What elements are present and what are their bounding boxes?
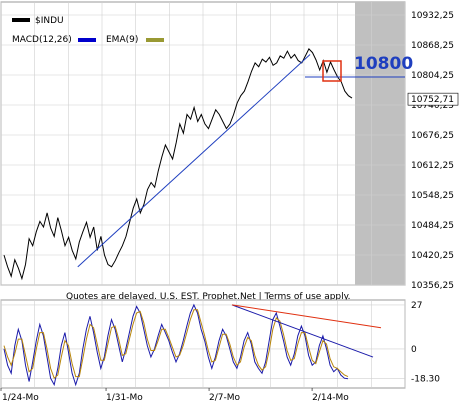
macd-axis: 27 0 -18.30 xyxy=(411,301,440,385)
price-grid xyxy=(0,2,406,286)
price-tick-label: 10484,25 xyxy=(411,221,454,231)
price-tick-label: 10356,25 xyxy=(411,281,454,291)
price-marks: 10800 10752,71 xyxy=(3,48,459,281)
x-tick-label: 2/7-Mo xyxy=(209,393,240,403)
price-tick-label: 10548,25 xyxy=(411,191,454,201)
ema-line xyxy=(3,309,349,380)
level-10800-label: 10800 xyxy=(354,54,413,74)
macd-tick-label: 0 xyxy=(411,345,417,355)
price-tick-label: 10740,25 xyxy=(411,101,454,111)
macd-panel: 27 0 -18.30 xyxy=(0,299,440,389)
legend-swatch-ema xyxy=(146,38,164,42)
legend-label-ema: EMA(9) xyxy=(106,35,138,45)
price-panel: 10932,25 10868,25 10804,25 10740,25 10676,25… xyxy=(0,1,459,291)
x-tick-label: 1/31-Mo xyxy=(106,393,143,403)
price-tick-label: 10420,25 xyxy=(411,251,454,261)
macd-tick-label: 27 xyxy=(411,301,422,311)
legend-label-indu: $INDU xyxy=(35,16,64,26)
future-shade-area xyxy=(355,2,405,285)
macd-line xyxy=(3,303,349,387)
price-tick-label: 10932,25 xyxy=(411,11,454,21)
x-tick-label: 1/24-Mo xyxy=(2,393,39,403)
macd-trendline-blue xyxy=(231,304,374,358)
legend-label-macd: MACD(12,26) xyxy=(12,35,72,45)
quote-notice: Quotes are delayed. U.S. EST. Prophet.Ne… xyxy=(66,292,351,302)
breakdown-highlight-box xyxy=(322,60,342,82)
legend-swatch-macd xyxy=(78,38,96,42)
price-axis: 10932,25 10868,25 10804,25 10740,25 10676,25… xyxy=(411,11,454,291)
x-axis: 1/24-Mo 1/31-Mo 2/7-Mo 2/14-Mo xyxy=(0,388,349,403)
last-value-box xyxy=(407,92,459,106)
price-tick-label: 10804,25 xyxy=(411,71,454,81)
macd-tick-label: -18.30 xyxy=(411,375,440,385)
x-tick-label: 2/14-Mo xyxy=(312,393,349,403)
price-tick-label: 10612,25 xyxy=(411,161,454,171)
price-trendline xyxy=(77,54,311,268)
legend: $INDU MACD(12,26) EMA(9) xyxy=(12,16,164,45)
price-tick-label: 10868,25 xyxy=(411,41,454,51)
price-line xyxy=(3,48,353,281)
last-value-label: 10752,71 xyxy=(411,95,454,105)
macd-grid xyxy=(0,300,406,388)
legend-swatch-indu xyxy=(12,18,30,22)
macd-marks xyxy=(3,303,382,387)
price-tick-label: 10676,25 xyxy=(411,131,454,141)
macd-trendline-red xyxy=(231,304,382,329)
